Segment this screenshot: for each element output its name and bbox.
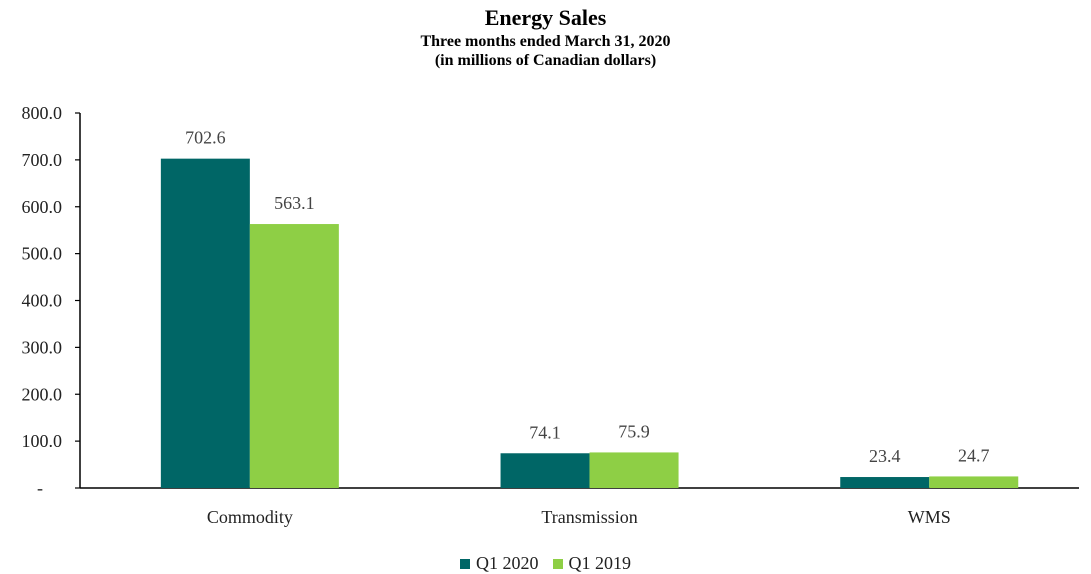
y-tick-label: 100.0 [22, 431, 63, 451]
chart-title: Energy Sales [484, 5, 607, 30]
legend-label-series-1: Q1 2020 [476, 553, 539, 573]
legend-item-series-1: Q1 2020 [460, 553, 539, 574]
bar [249, 224, 339, 488]
legend-item-series-2: Q1 2019 [552, 553, 632, 574]
data-label: 74.1 [529, 422, 561, 442]
chart-subtitle-line-1: Three months ended March 31, 2020 [420, 33, 671, 50]
y-tick-label: 400.0 [22, 291, 63, 311]
x-category-label: Transmission [541, 507, 637, 527]
legend-swatch-series-2 [552, 558, 563, 569]
data-label: 563.1 [274, 193, 315, 213]
data-label: 23.4 [869, 446, 901, 466]
x-category-label: WMS [908, 507, 951, 527]
bar [500, 453, 590, 488]
y-tick-label: 200.0 [22, 384, 63, 404]
y-tick-label: 600.0 [22, 197, 63, 217]
chart-subtitle-line-2: (in millions of Canadian dollars) [434, 52, 657, 69]
bar [160, 158, 250, 488]
y-tick-label: 800.0 [22, 103, 63, 123]
y-tick-label: 300.0 [22, 337, 63, 357]
bar [929, 476, 1019, 488]
data-label: 24.7 [958, 445, 990, 465]
legend-swatch-series-1 [460, 558, 470, 569]
bar [589, 452, 679, 488]
legend: Q1 2020 Q1 2019 [0, 553, 1091, 574]
legend-label-series-2: Q1 2019 [568, 553, 632, 573]
x-category-label: Commodity [207, 507, 293, 527]
data-label: 75.9 [618, 421, 650, 441]
y-tick-label: 500.0 [22, 244, 63, 264]
data-label: 702.6 [185, 128, 226, 148]
y-tick-label: 700.0 [22, 150, 63, 170]
y-tick-label: - [37, 478, 43, 498]
bar [840, 477, 930, 488]
